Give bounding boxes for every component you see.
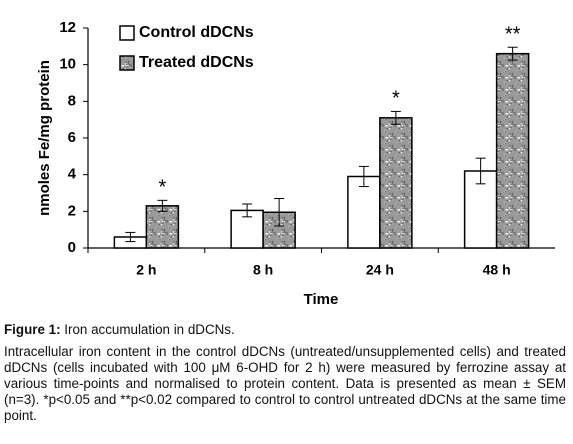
bar: [495, 52, 530, 249]
bar: [379, 117, 413, 249]
legend-label: Treated dDCNs: [139, 54, 254, 71]
y-tick-label: 10: [59, 56, 76, 73]
x-tick-label: 8 h: [253, 262, 273, 278]
error-bar: [274, 198, 285, 227]
caption-text: Intracellular iron content in the contro…: [4, 344, 566, 423]
y-axis-label: nmoles Fe/mg protein: [36, 60, 53, 216]
x-tick-label: 24 h: [366, 262, 394, 278]
y-tick-label: 6: [68, 129, 76, 146]
x-tick-label: 2 h: [136, 262, 156, 278]
error-bar: [507, 46, 518, 61]
error-bar: [125, 231, 136, 243]
bar: [347, 175, 381, 249]
chart: nmoles Fe/mg protein Time 0 2 4 6 8 10 12 2 h * 8…: [36, 19, 555, 308]
legend-label: Control dDCNs: [139, 24, 254, 41]
significance-marker: *: [158, 177, 166, 199]
error-bar: [242, 203, 253, 218]
caption-title: Iron accumulation in dDCNs.: [64, 322, 235, 337]
error-bar: [475, 157, 486, 185]
y-tick-label: 2: [68, 202, 76, 219]
bar: [145, 205, 180, 249]
error-bar: [390, 110, 401, 125]
y-tick-label: 8: [68, 92, 76, 109]
caption: Figure 1: Iron accumulation in dDCNs. In…: [4, 322, 566, 430]
y-tick-label: 0: [68, 239, 76, 256]
significance-marker: **: [505, 24, 521, 46]
x-axis-label: Time: [304, 291, 339, 308]
bar: [230, 209, 264, 249]
caption-heading: Figure 1: Iron accumulation in dDCNs.: [4, 322, 566, 338]
y-tick-label: 4: [68, 166, 77, 183]
error-bar: [358, 165, 369, 188]
error-bar: [157, 199, 168, 212]
x-tick-label: 48 h: [483, 262, 511, 278]
caption-label: Figure 1:: [4, 322, 61, 337]
y-tick-label: 12: [59, 19, 76, 36]
significance-marker: *: [392, 88, 400, 110]
legend-swatch: [119, 55, 135, 71]
legend-swatch: [119, 25, 135, 41]
